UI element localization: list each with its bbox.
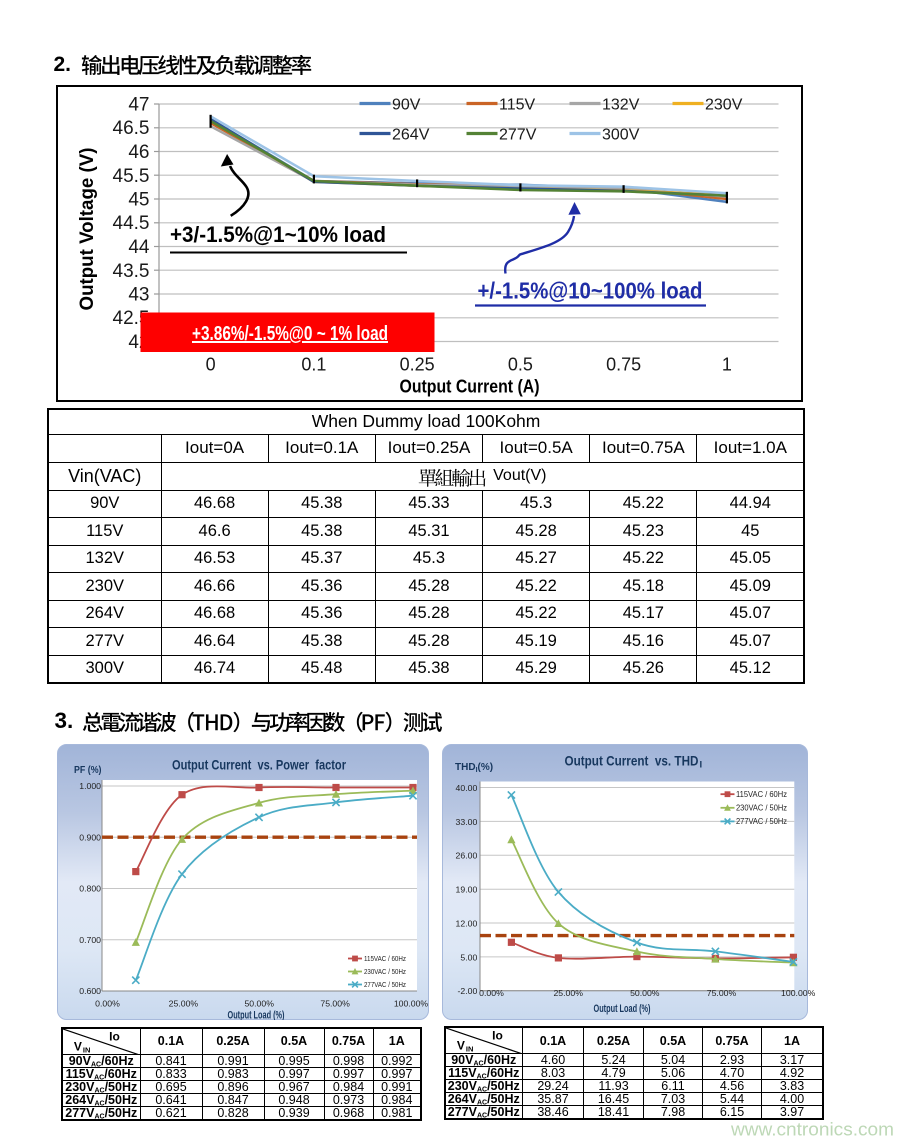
svg-text:www.cntronics.com: www.cntronics.com [730,1119,894,1140]
svg-text:100.00%: 100.00% [394,998,429,1008]
svg-text:1.000: 1.000 [79,781,101,791]
svg-text:V: V [74,1039,82,1053]
svg-text:45.5: 45.5 [112,165,149,186]
svg-text:Output Voltage (V): Output Voltage (V) [77,147,98,310]
svg-text:0.900: 0.900 [79,832,101,842]
svg-text:277VAC / 50Hz: 277VAC / 50Hz [364,980,406,989]
svg-text:Output Current vs. THD: Output Current vs. THD [565,753,699,768]
svg-text:+3/-1.5%@1~10% load: +3/-1.5%@1~10% load [170,222,386,247]
svg-text:+3.86%/-1.5%@0 ~ 1% load: +3.86%/-1.5%@0 ~ 1% load [192,323,388,345]
svg-text:43.5: 43.5 [112,260,149,281]
svg-text:1: 1 [721,354,731,374]
svg-text:25.00%: 25.00% [169,998,199,1008]
svg-text:45: 45 [128,189,149,210]
svg-text:100.00%: 100.00% [781,988,816,998]
svg-text:46.5: 46.5 [112,118,149,139]
svg-text:Io: Io [492,1029,503,1043]
svg-text:44.5: 44.5 [112,213,149,234]
svg-text:0.00%: 0.00% [479,988,504,998]
svg-text:46: 46 [128,142,149,163]
svg-text:43: 43 [128,284,149,305]
svg-text:IN: IN [83,1045,91,1054]
svg-text:50.00%: 50.00% [244,998,274,1008]
svg-text:Output Load (%): Output Load (%) [594,1003,651,1015]
svg-text:0.600: 0.600 [79,986,101,996]
svg-text:I: I [700,760,703,771]
svg-text:47: 47 [128,94,149,115]
svg-text:264V: 264V [392,126,430,143]
svg-text:Output Current vs. Power fac: Output Current vs. Power factor [172,757,346,773]
svg-text:75.00%: 75.00% [320,998,350,1008]
svg-text:26.00: 26.00 [456,851,478,861]
svg-text:12.00: 12.00 [456,918,478,928]
svg-text:THDI(%): THDI(%) [455,762,493,774]
svg-text:230VAC / 50Hz: 230VAC / 50Hz [364,967,406,976]
svg-text:230V: 230V [705,96,743,113]
svg-text:PF (%): PF (%) [74,765,102,776]
svg-text:Output Load (%): Output Load (%) [228,1010,285,1021]
svg-text:0.5: 0.5 [507,354,532,374]
svg-text:33.00: 33.00 [456,817,478,827]
svg-text:0.00%: 0.00% [95,998,120,1008]
svg-text:-2.00: -2.00 [457,986,477,996]
svg-text:V: V [456,1039,464,1053]
svg-text:19.00: 19.00 [456,885,478,895]
svg-text:230VAC / 50Hz: 230VAC / 50Hz [736,804,787,813]
svg-text:75.00%: 75.00% [707,988,737,998]
svg-text:50.00%: 50.00% [630,988,660,998]
svg-text:0.700: 0.700 [79,935,101,945]
svg-text:25.00%: 25.00% [553,988,583,998]
svg-text:44: 44 [128,237,150,258]
svg-text:5.00: 5.00 [460,952,477,962]
svg-text:115VAC / 60Hz: 115VAC / 60Hz [736,790,787,799]
svg-text:277VAC / 50Hz: 277VAC / 50Hz [736,817,787,826]
svg-text:42.5: 42.5 [112,308,149,329]
svg-text:IN: IN [465,1045,473,1054]
svg-text:115V: 115V [499,96,536,113]
svg-text:0.1: 0.1 [301,354,326,374]
svg-text:277V: 277V [499,126,537,143]
svg-text:132V: 132V [602,96,640,113]
svg-text:115VAC / 60Hz: 115VAC / 60Hz [364,954,406,963]
svg-text:90V: 90V [392,96,421,113]
svg-text:300V: 300V [602,126,640,143]
svg-text:0.25: 0.25 [399,354,434,374]
svg-text:Output Current (A): Output Current (A) [399,376,539,396]
svg-text:0.75: 0.75 [606,354,641,374]
svg-text:Io: Io [109,1029,120,1043]
svg-text:0.800: 0.800 [79,884,101,894]
svg-text:0: 0 [205,354,215,374]
svg-text:40.00: 40.00 [456,783,478,793]
svg-text:+/-1.5%@10~100% load: +/-1.5%@10~100% load [477,277,702,303]
